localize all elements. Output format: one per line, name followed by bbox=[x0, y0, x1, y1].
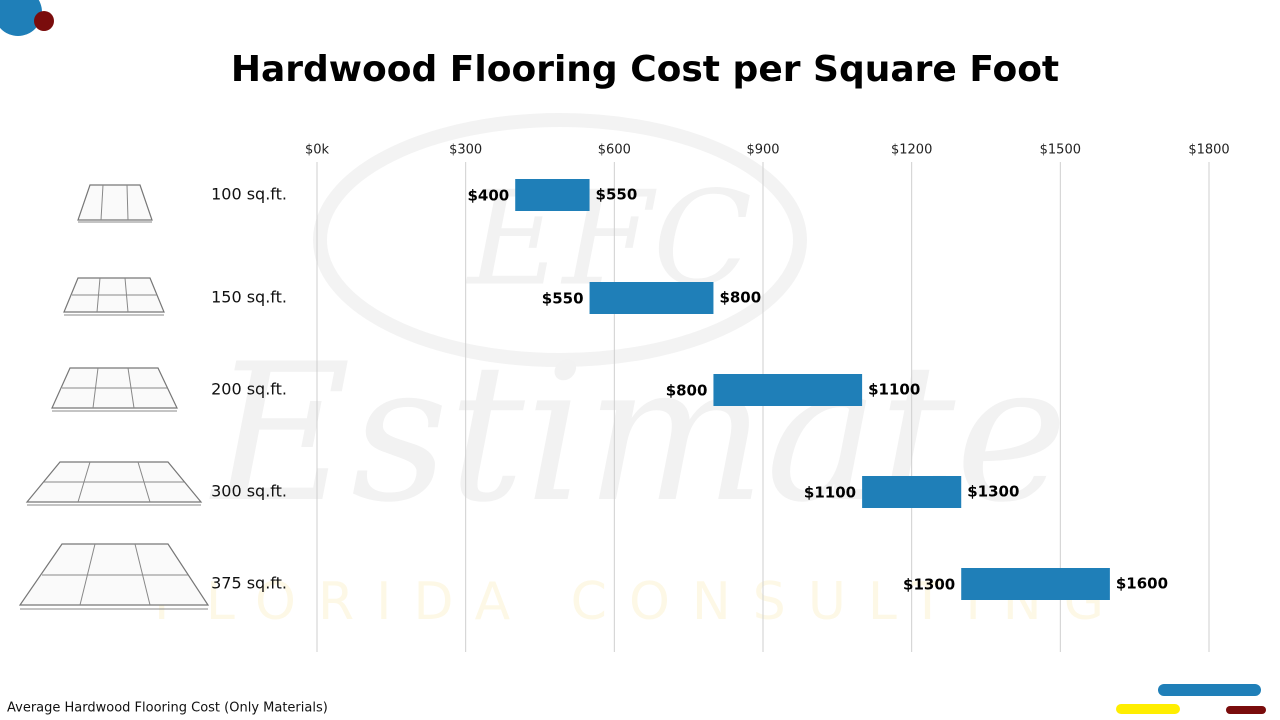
corner-decoration bbox=[0, 0, 42, 36]
floor-icon bbox=[18, 543, 210, 610]
watermark-text: Estimate bbox=[209, 323, 1068, 544]
value-label: $1100 bbox=[868, 381, 920, 399]
category-label: 100 sq.ft. bbox=[211, 185, 287, 204]
value-label: $1300 bbox=[967, 483, 1019, 501]
category-label: 375 sq.ft. bbox=[211, 574, 287, 593]
value-label: $1600 bbox=[1116, 575, 1168, 593]
x-tick-label: $300 bbox=[449, 143, 482, 158]
value-label: $800 bbox=[666, 382, 708, 400]
category-label: 150 sq.ft. bbox=[211, 288, 287, 307]
floor-icon bbox=[63, 277, 165, 316]
value-label: $400 bbox=[467, 187, 509, 205]
footnote: Average Hardwood Flooring Cost (Only Mat… bbox=[7, 701, 328, 716]
chart-title: Hardwood Flooring Cost per Square Foot bbox=[231, 49, 1059, 90]
x-tick-label: $0k bbox=[305, 143, 330, 158]
x-tick-label: $600 bbox=[598, 143, 631, 158]
value-label: $550 bbox=[542, 290, 584, 308]
bar bbox=[713, 374, 863, 406]
bar bbox=[862, 476, 962, 508]
value-label: $800 bbox=[719, 289, 761, 307]
value-label: $1100 bbox=[804, 484, 856, 502]
x-tick-label: $1800 bbox=[1188, 143, 1229, 158]
category-label: 300 sq.ft. bbox=[211, 482, 287, 501]
category-label: 200 sq.ft. bbox=[211, 380, 287, 399]
x-tick-label: $900 bbox=[746, 143, 779, 158]
corner-decoration bbox=[1226, 706, 1266, 714]
corner-decoration bbox=[1158, 684, 1261, 696]
floor-icon bbox=[77, 184, 153, 223]
corner-decoration bbox=[34, 11, 54, 31]
x-tick-label: $1500 bbox=[1040, 143, 1081, 158]
value-label: $550 bbox=[596, 186, 638, 204]
value-label: $1300 bbox=[903, 576, 955, 594]
x-tick-label: $1200 bbox=[891, 143, 932, 158]
watermark-ring bbox=[313, 113, 807, 367]
watermark-text: FLORIDA CONSULTING bbox=[154, 572, 1126, 632]
bar bbox=[589, 282, 714, 314]
watermark: EFC Estimate FLORIDA CONSULTING bbox=[154, 113, 1126, 632]
corner-decoration bbox=[1116, 704, 1180, 714]
floor-icon bbox=[51, 367, 178, 412]
bar bbox=[961, 568, 1110, 600]
floor-icon bbox=[25, 461, 203, 506]
bar bbox=[515, 179, 590, 211]
